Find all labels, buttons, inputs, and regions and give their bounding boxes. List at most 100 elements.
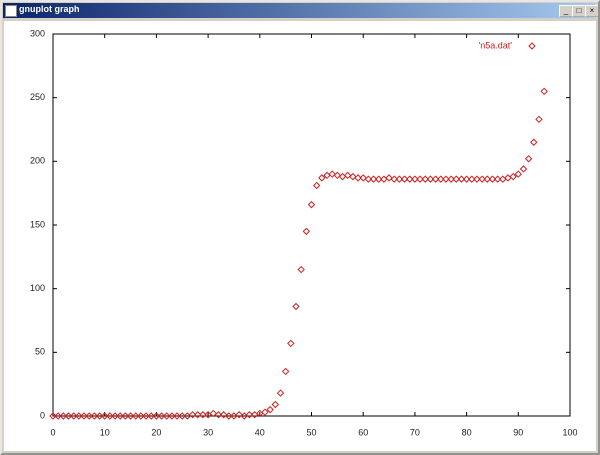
point [80,412,88,420]
point [85,412,93,420]
point [54,412,62,420]
point [219,411,228,419]
point [312,181,321,190]
point [530,138,538,146]
point [504,174,512,182]
y-tick-label: 50 [35,347,45,357]
close-button[interactable]: × [585,5,598,17]
y-tick-label: 250 [30,92,45,102]
point [509,172,517,181]
point [147,412,155,420]
point [106,412,114,420]
point [406,175,414,183]
app-icon [5,5,17,17]
point [59,412,68,420]
point [271,400,280,409]
point [349,172,357,181]
point [519,165,528,173]
x-tick-label: 50 [306,427,316,437]
point [426,175,435,183]
point [524,155,533,163]
x-tick-label: 0 [50,427,55,437]
point [132,412,140,420]
minimize-button[interactable]: _ [559,5,573,17]
point [235,411,243,419]
point [395,175,404,183]
y-tick-label: 100 [30,283,45,293]
point [137,412,145,420]
point [121,412,130,420]
point [168,412,176,420]
point [245,411,254,419]
x-tick-label: 30 [203,427,213,437]
point [126,412,135,420]
point [437,175,445,183]
point [369,175,378,183]
point [281,367,290,376]
y-tick-label: 150 [30,219,45,229]
point [390,175,398,183]
point [152,412,161,420]
x-tick-label: 10 [100,427,110,437]
point [178,412,186,420]
point [493,175,502,183]
point [385,174,393,182]
point [488,175,497,183]
point [188,411,197,419]
x-tick-label: 90 [513,427,523,437]
y-tick-label: 200 [30,156,45,166]
point [111,412,119,420]
point [266,405,274,414]
y-tick-label: 300 [30,28,45,38]
x-tick-label: 60 [358,427,368,437]
point [95,412,104,420]
point [364,175,373,183]
point [209,409,217,418]
point [333,171,342,180]
point [343,171,352,180]
point [421,175,429,183]
point [64,412,73,420]
x-tick-label: 80 [462,427,472,437]
x-tick-label: 100 [562,427,577,437]
x-tick-label: 20 [151,427,161,437]
point [457,175,466,183]
point [452,175,460,183]
point [483,175,491,183]
title-bar: gnuplot graph _ □ × [3,3,598,18]
point [69,412,78,420]
point [447,175,455,183]
point [442,175,450,183]
window-title: gnuplot graph [19,4,80,14]
point [514,170,523,178]
point [416,175,424,183]
point [276,389,285,397]
point [214,411,223,419]
point [194,411,202,419]
point [318,174,326,182]
point [173,412,181,420]
point [359,174,367,182]
plot-frame [52,33,571,417]
point [163,412,171,420]
point [261,408,269,416]
point [75,412,83,420]
point [225,412,233,420]
x-tick-label: 40 [255,427,265,437]
x-tick-label: 70 [410,427,420,437]
point [302,227,311,236]
legend-label: 'n5a.dat' [479,40,513,50]
point [328,170,336,178]
point [292,302,300,311]
point [400,175,409,183]
point [287,339,295,348]
legend-marker [528,42,536,50]
point [535,115,543,124]
point [307,200,316,209]
point [297,265,305,274]
point [100,412,109,420]
point [116,412,124,420]
point [411,175,419,183]
point [462,175,471,183]
maximize-button[interactable]: □ [572,5,586,17]
